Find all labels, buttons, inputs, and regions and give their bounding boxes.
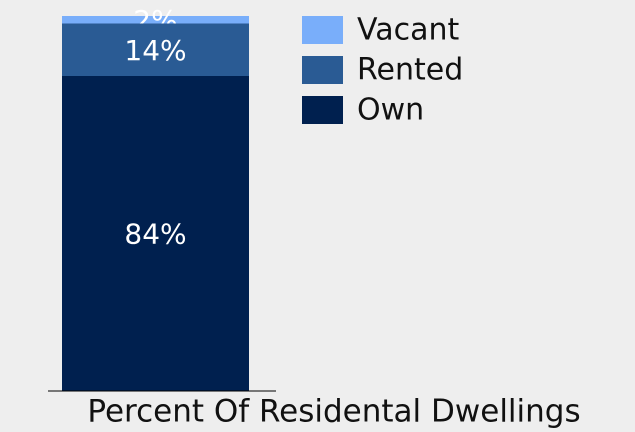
data-label: 14% xyxy=(124,34,186,67)
legend-swatch xyxy=(302,56,343,84)
legend-label: Rented xyxy=(357,53,463,88)
bar-segment xyxy=(62,76,249,391)
legend-label: Vacant xyxy=(357,13,459,48)
legend-label: Own xyxy=(357,93,424,128)
data-label: 84% xyxy=(124,218,186,251)
legend-swatch xyxy=(302,16,343,44)
legend-swatch xyxy=(302,96,343,124)
bar-segment xyxy=(62,16,249,24)
x-axis-label: Percent Of Residental Dwellings xyxy=(87,394,580,430)
bar-segment xyxy=(62,23,249,76)
